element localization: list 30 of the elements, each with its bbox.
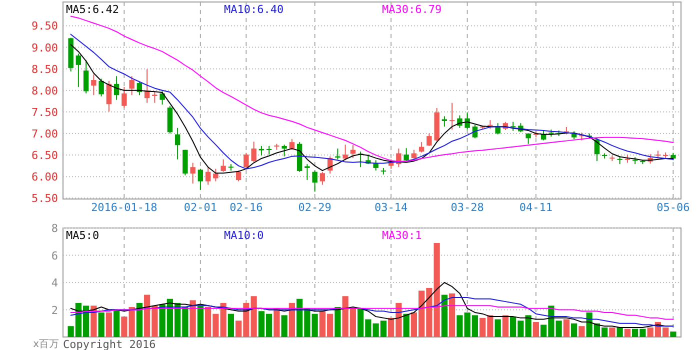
text: MA10:6.40 [224, 3, 284, 16]
x-tick-label: 04-11 [519, 201, 552, 214]
y-tick-label: 7.50 [32, 106, 58, 119]
text: MA30:1 [382, 229, 422, 242]
y-tick-label: 8.50 [32, 62, 58, 76]
y-tick-label: 9.50 [32, 20, 58, 33]
text: MA30:6.79 [382, 3, 442, 16]
text: MA5:6.42 [66, 3, 119, 16]
y-axis-title: x百万 [33, 339, 59, 350]
y-tick-label: 6 [51, 249, 58, 262]
y-tick-label: 6.00 [32, 170, 58, 184]
line-series [70, 305, 674, 320]
text: Copyright 2016 [63, 338, 156, 350]
y-tick-label: 2 [51, 304, 58, 317]
text: MA10:0 [224, 229, 264, 242]
x-tick-label: 02-01 [184, 201, 217, 214]
y-tick-label: 5.50 [32, 192, 58, 206]
x-tick-label: 03-28 [450, 201, 484, 214]
x-tick-label: 02-16 [230, 201, 263, 214]
y-tick-label: 8 [51, 222, 58, 235]
y-tick-label: 4 [51, 276, 58, 290]
y-tick-label: 8.00 [32, 84, 58, 98]
x-tick-label: 2016-01-18 [91, 201, 158, 214]
text: MA5:0 [66, 229, 100, 242]
y-tick-label: 7.00 [32, 127, 58, 140]
y-tick-label: 6.50 [32, 149, 58, 162]
x-tick-label: 02-29 [298, 201, 332, 214]
y-tick-label: 9.00 [32, 41, 58, 54]
x-tick-label: 05-06 [656, 201, 690, 214]
x-tick-label: 03-14 [374, 201, 408, 214]
